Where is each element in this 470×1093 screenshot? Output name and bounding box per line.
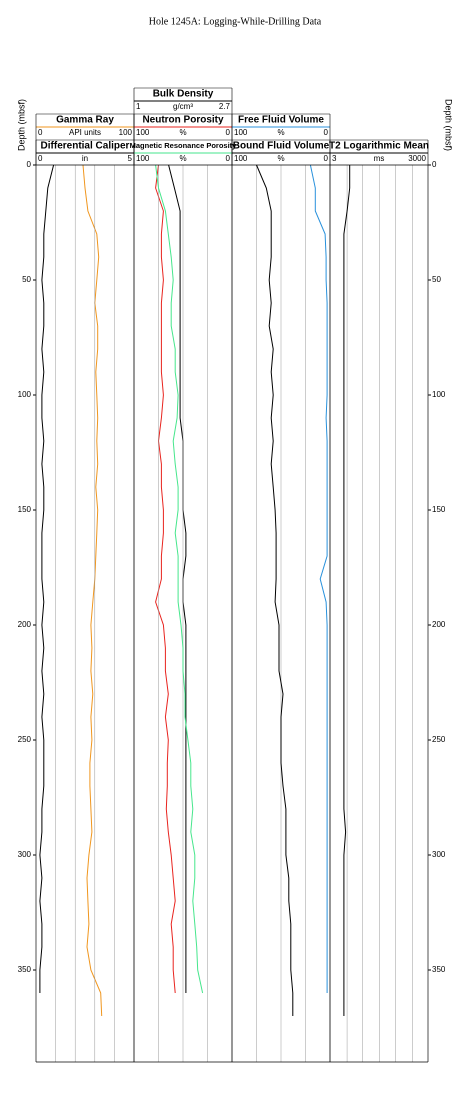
y-tick-label: 250 [18, 735, 32, 744]
scale-max: 100 [119, 128, 133, 137]
y-tick-label: 350 [18, 965, 32, 974]
y-tick-label: 150 [432, 505, 446, 514]
curve-name: Differential Caliper [41, 141, 130, 152]
scale-max: 0 [226, 154, 231, 163]
scale-min: 0 [38, 128, 43, 137]
scale-min: 3 [332, 154, 337, 163]
log-curve [155, 164, 176, 994]
log-curve [39, 164, 55, 993]
scale-max: 2.7 [219, 102, 231, 111]
y-tick-label: 0 [432, 160, 437, 169]
y-tick-label: 50 [432, 275, 441, 284]
scale-unit: in [82, 154, 88, 163]
scale-unit: % [179, 128, 186, 137]
scale-min: 100 [136, 154, 150, 163]
y-tick-label: 150 [18, 505, 32, 514]
scale-unit: ms [374, 154, 385, 163]
curve-name: Gamma Ray [56, 115, 114, 126]
curve-name: Free Fluid Volume [238, 115, 324, 126]
scale-unit: API units [69, 128, 101, 137]
scale-unit: % [179, 154, 186, 163]
curve-name: T2 Logarithmic Mean [329, 141, 429, 152]
curve-name: Neutron Porosity [142, 115, 224, 126]
scale-min: 1 [136, 102, 141, 111]
scale-max: 5 [128, 154, 133, 163]
y-tick-label: 250 [432, 735, 446, 744]
scale-unit: g/cm³ [173, 102, 193, 111]
y-tick-label: 50 [22, 275, 31, 284]
y-tick-label: 100 [432, 390, 446, 399]
curve-name: Bulk Density [153, 89, 214, 100]
scale-max: 0 [226, 128, 231, 137]
scale-unit: % [277, 128, 284, 137]
y-tick-label: 350 [432, 965, 446, 974]
scale-min: 100 [234, 128, 248, 137]
scale-max: 3000 [408, 154, 426, 163]
scale-unit: % [277, 154, 284, 163]
log-curve [343, 165, 351, 1016]
y-axis-label: Depth (mbsf) [444, 99, 454, 151]
chart-title: Hole 1245A: Logging-While-Drilling Data [149, 16, 322, 27]
scale-min: 100 [136, 128, 150, 137]
y-tick-label: 200 [432, 620, 446, 629]
scale-min: 100 [234, 154, 248, 163]
scale-max: 0 [324, 154, 329, 163]
y-tick-label: 0 [27, 160, 32, 169]
log-curve [168, 164, 187, 993]
y-tick-label: 300 [432, 850, 446, 859]
curve-name: Magnetic Resonance Porosity [130, 141, 238, 150]
scale-max: 0 [324, 128, 329, 137]
y-axis-label: Depth (mbsf) [16, 99, 26, 151]
y-tick-label: 100 [18, 390, 32, 399]
y-tick-label: 200 [18, 620, 32, 629]
log-curve [155, 164, 204, 994]
curve-name: Bound Fluid Volume [233, 141, 330, 152]
log-curve [309, 164, 328, 993]
log-curve [82, 164, 103, 1017]
scale-min: 0 [38, 154, 43, 163]
log-curve [256, 164, 294, 1016]
y-tick-label: 300 [18, 850, 32, 859]
